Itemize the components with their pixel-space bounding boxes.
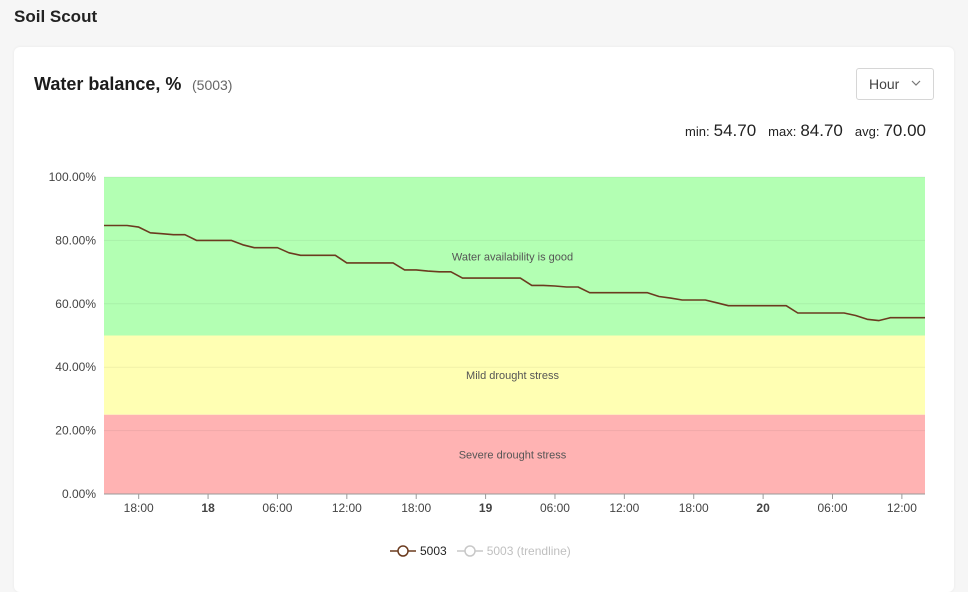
avg-label: avg: (854, 124, 880, 139)
legend-trend-label: 5003 (trendline) (486, 544, 571, 558)
band-good (104, 177, 925, 336)
min-value: 54.70 (713, 121, 757, 140)
app-title: Soil Scout (14, 7, 98, 26)
legend-item-series[interactable]: 5003 (390, 544, 447, 558)
series-marker-icon (390, 545, 416, 557)
interval-value: Hour (869, 76, 900, 92)
band-label: Water availability is good (452, 251, 573, 263)
legend-item-trendline[interactable]: 5003 (trendline) (456, 544, 571, 558)
band-label: Severe drought stress (459, 449, 567, 461)
max-value: 84.70 (800, 121, 843, 140)
y-tick-label: 40.00% (55, 360, 96, 374)
x-tick-label: 18:00 (401, 501, 431, 515)
water-balance-chart: Water availability is good Mild drought s… (49, 170, 925, 515)
x-tick-label: 12:00 (609, 501, 639, 515)
x-tick-label: 06:00 (262, 501, 292, 515)
x-tick-label: 12:00 (887, 501, 917, 515)
chevron-down-icon (911, 80, 921, 86)
water-balance-card: Water balance, % (5003) Hour min: 54.70 … (14, 47, 954, 592)
x-tick-label: 20 (756, 501, 770, 515)
avg-value: 70.00 (883, 121, 926, 140)
chart-legend: 5003 5003 (trendline) (390, 544, 581, 558)
x-tick-label: 06:00 (540, 501, 570, 515)
stats-summary: min: 54.70 max: 84.70 avg: 70.00 (685, 121, 926, 141)
band-label: Mild drought stress (466, 370, 559, 382)
x-tick-label: 18:00 (679, 501, 709, 515)
x-tick-label: 12:00 (332, 501, 362, 515)
band-mild (104, 335, 925, 415)
y-tick-label: 0.00% (62, 487, 96, 501)
series-line-5003 (104, 224, 925, 322)
interval-select[interactable]: Hour (856, 68, 934, 100)
y-tick-label: 20.00% (55, 424, 96, 438)
y-tick-label: 100.00% (49, 170, 97, 184)
x-tick-label: 19 (479, 501, 493, 515)
y-tick-label: 80.00% (55, 233, 96, 247)
max-label: max: (768, 124, 797, 139)
x-tick-label: 18 (201, 501, 215, 515)
x-tick-label: 18:00 (124, 501, 154, 515)
legend-series-label: 5003 (420, 544, 447, 558)
sensor-id: (5003) (192, 77, 233, 93)
y-tick-label: 60.00% (55, 297, 96, 311)
x-tick-label: 06:00 (817, 501, 847, 515)
min-label: min: (685, 124, 710, 139)
trendline-marker-icon (456, 545, 483, 557)
band-severe (104, 414, 925, 494)
card-title: Water balance, % (34, 74, 182, 94)
